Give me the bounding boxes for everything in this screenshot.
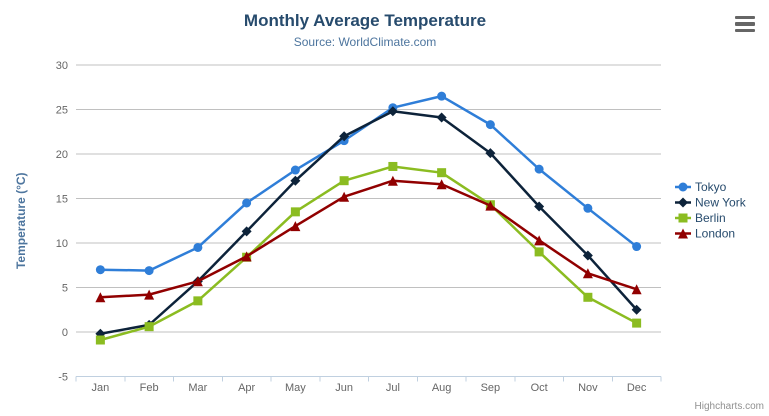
data-point-marker[interactable]	[485, 148, 496, 159]
data-point-marker[interactable]	[144, 289, 155, 300]
chart-title: Monthly Average Temperature	[243, 11, 487, 30]
data-point-marker[interactable]	[192, 276, 203, 287]
data-point-marker[interactable]	[582, 250, 593, 261]
y-axis-label: 10	[56, 238, 68, 250]
data-point-marker[interactable]	[290, 165, 300, 175]
x-axis-label: Jan	[92, 382, 110, 394]
series-london	[95, 175, 642, 303]
data-point-marker[interactable]	[290, 175, 301, 186]
series-tokyo	[95, 91, 642, 276]
x-axis-label: Dec	[627, 382, 647, 394]
data-point-marker[interactable]	[193, 242, 203, 252]
data-point-marker[interactable]	[437, 168, 447, 178]
legend-item-label: New York	[695, 196, 747, 210]
hamburger-menu-icon[interactable]	[732, 13, 758, 35]
credits-link[interactable]: Highcharts.com	[694, 401, 764, 412]
data-point-marker[interactable]	[437, 91, 447, 101]
data-point-marker[interactable]	[436, 112, 447, 123]
data-point-marker[interactable]	[534, 247, 544, 257]
data-point-marker[interactable]	[631, 304, 642, 315]
data-point-marker[interactable]	[95, 265, 105, 275]
data-point-marker[interactable]	[632, 242, 642, 252]
data-point-marker[interactable]	[144, 322, 154, 332]
legend-marker[interactable]	[678, 228, 688, 239]
x-axis-label: Jul	[386, 382, 400, 394]
data-point-marker[interactable]	[534, 201, 545, 212]
x-axis-label: Sep	[481, 382, 501, 394]
data-point-marker[interactable]	[632, 318, 642, 328]
legend-marker[interactable]	[678, 197, 688, 208]
x-axis-label: Feb	[140, 382, 159, 394]
y-axis-label: 30	[56, 60, 68, 72]
data-point-marker[interactable]	[582, 268, 593, 279]
chart-subtitle: Source: WorldClimate.com	[293, 35, 437, 49]
data-point-marker[interactable]	[583, 203, 593, 213]
data-point-marker[interactable]	[242, 198, 252, 208]
data-point-marker[interactable]	[387, 106, 398, 117]
series-line	[99, 94, 638, 272]
y-axis-label: -5	[58, 372, 68, 384]
menu-bar-icon	[735, 15, 755, 20]
data-point-marker[interactable]	[193, 296, 203, 306]
y-axis-label: 20	[56, 149, 68, 161]
x-axis-label: Jun	[335, 382, 353, 394]
data-point-marker[interactable]	[339, 176, 349, 186]
data-point-marker[interactable]	[290, 221, 301, 232]
menu-bar-icon	[735, 28, 755, 33]
legend-item-berlin[interactable]: Berlin	[675, 211, 726, 225]
data-point-marker[interactable]	[241, 226, 252, 237]
legend-item-label: Tokyo	[695, 180, 727, 194]
data-point-marker[interactable]	[387, 175, 398, 186]
data-point-marker[interactable]	[388, 161, 398, 171]
data-point-marker[interactable]	[241, 251, 252, 262]
data-point-marker[interactable]	[436, 179, 447, 190]
data-point-marker[interactable]	[95, 292, 106, 303]
menu-bar-icon	[735, 22, 755, 26]
y-axis-label: 25	[56, 105, 68, 117]
y-axis-label: 5	[62, 283, 68, 295]
data-point-marker[interactable]	[485, 120, 495, 130]
legend-item-label: Berlin	[695, 211, 726, 225]
legend-marker[interactable]	[678, 213, 688, 223]
legend-item-tokyo[interactable]: Tokyo	[675, 180, 727, 194]
data-point-marker[interactable]	[485, 200, 496, 211]
legend-item-london[interactable]: London	[675, 227, 735, 241]
y-axis-title: Temperature (°C)	[14, 172, 28, 269]
x-axis-label: Nov	[578, 382, 598, 394]
data-point-marker[interactable]	[631, 284, 642, 295]
data-point-marker[interactable]	[144, 266, 154, 276]
series-new-york	[95, 106, 642, 339]
data-point-marker[interactable]	[534, 235, 545, 246]
data-point-marker[interactable]	[534, 164, 544, 174]
series-line	[99, 165, 638, 342]
x-axis-label: Oct	[531, 382, 548, 394]
data-point-marker[interactable]	[290, 207, 300, 217]
x-axis-label: Apr	[238, 382, 255, 394]
x-axis-label: Aug	[432, 382, 452, 394]
legend-item-new-york[interactable]: New York	[675, 196, 747, 210]
data-point-marker[interactable]	[339, 191, 350, 202]
series-line	[99, 110, 638, 336]
y-axis-label: 15	[56, 194, 68, 206]
y-axis-label: 0	[62, 327, 68, 339]
data-point-marker[interactable]	[95, 335, 105, 345]
data-point-marker[interactable]	[339, 131, 350, 142]
data-point-marker[interactable]	[583, 292, 593, 302]
x-axis-label: May	[285, 382, 306, 394]
series-line	[99, 179, 638, 299]
legend-marker[interactable]	[678, 182, 688, 192]
x-axis-label: Mar	[188, 382, 207, 394]
legend-item-label: London	[695, 227, 735, 241]
